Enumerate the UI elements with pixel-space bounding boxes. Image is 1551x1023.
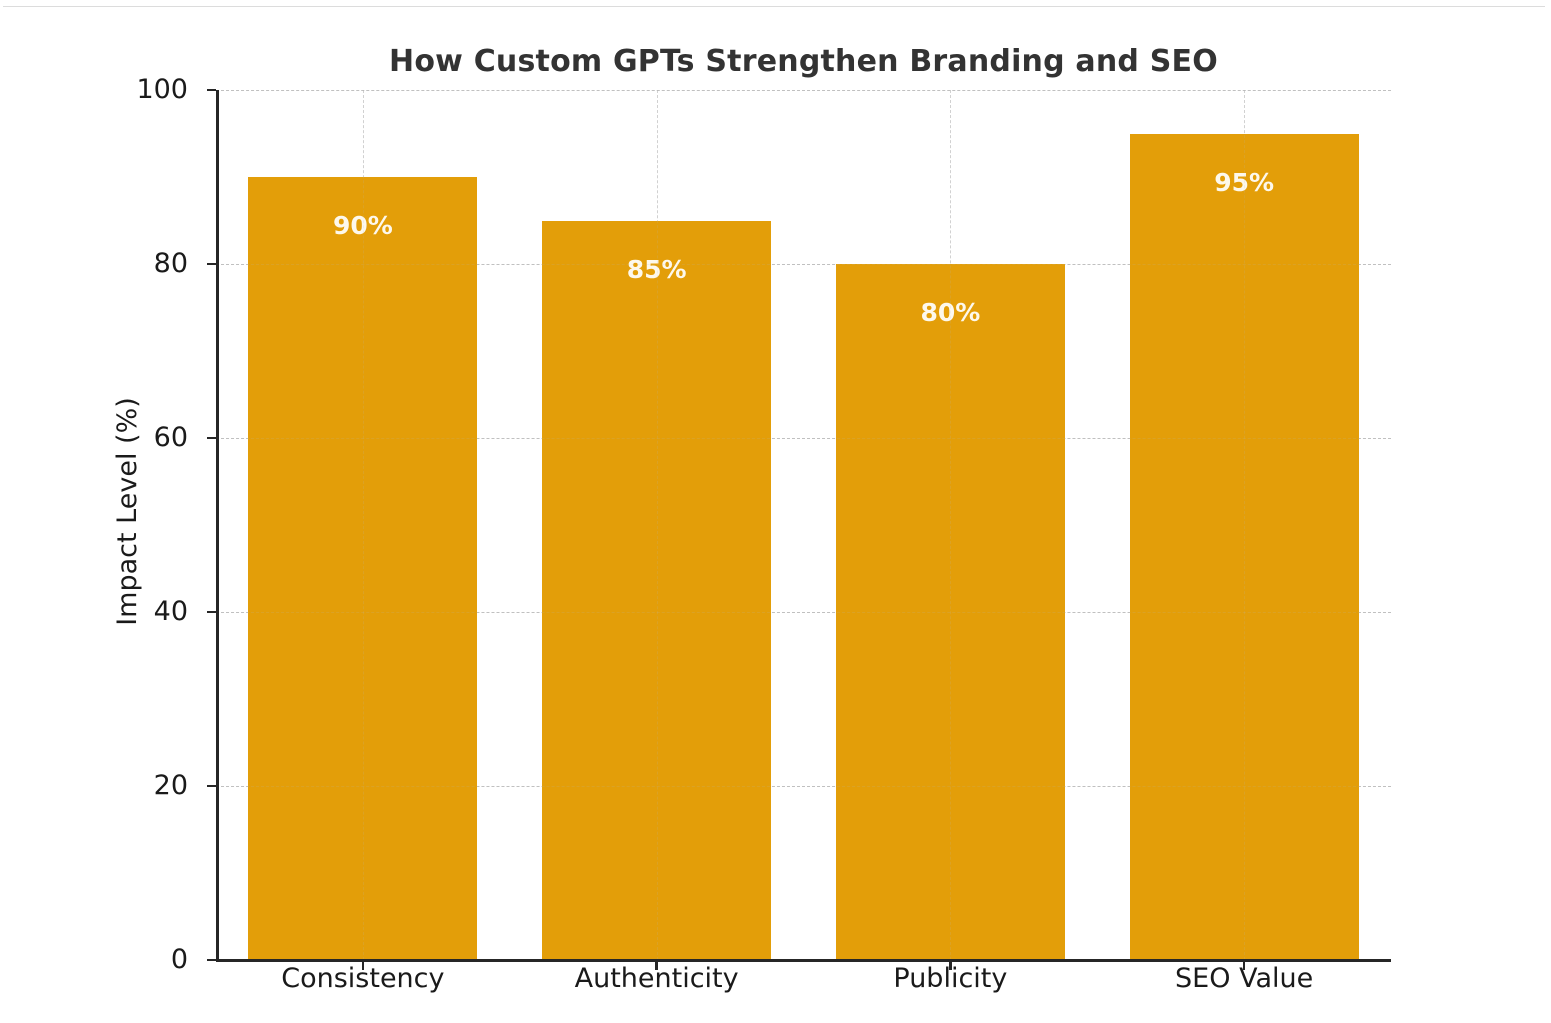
x-tick-mark: [655, 961, 658, 970]
bar-value-label: 95%: [1214, 167, 1275, 197]
gridline-horizontal: [216, 612, 1391, 613]
x-tick-label: Consistency: [281, 963, 445, 994]
y-tick-label: 20: [153, 770, 188, 801]
gridline-horizontal: [216, 90, 1391, 91]
gridline-vertical-overlay: [950, 90, 952, 960]
top-divider: [3, 6, 1545, 7]
y-tick-mark: [207, 958, 216, 962]
gridline-horizontal-overlay: [216, 264, 1391, 265]
bar-value-label: 90%: [332, 211, 393, 240]
y-tick-label: 60: [153, 422, 188, 453]
bar: 85%: [542, 220, 772, 960]
y-tick-mark: [207, 436, 216, 440]
x-tick-mark: [949, 961, 952, 970]
bar: 90%: [248, 177, 478, 960]
y-tick-mark: [207, 784, 216, 788]
x-axis-spine: [216, 959, 1391, 962]
bar-value-label: 85%: [626, 254, 687, 284]
gridline-vertical-overlay: [1244, 90, 1246, 960]
y-axis-spine: [216, 90, 219, 962]
y-tick-mark: [207, 88, 216, 92]
bar-value-label: 80%: [920, 298, 981, 327]
page-title: How Custom GPTs Strengthen Branding and …: [389, 44, 1218, 79]
y-tick-label: 80: [153, 248, 188, 279]
x-tick-mark: [1242, 961, 1246, 970]
x-tick-label: Authenticity: [574, 963, 739, 994]
gridline-horizontal: [216, 786, 1391, 787]
gridline-vertical-overlay: [362, 90, 364, 960]
y-tick-label: 100: [136, 74, 188, 105]
bar: 80%: [835, 264, 1065, 960]
y-axis-title-wrap: Impact Level (%): [108, 0, 148, 1023]
x-tick-label: SEO Value: [1175, 963, 1314, 994]
gridline-horizontal: [216, 438, 1391, 439]
gridline-vertical-overlay: [656, 90, 658, 960]
y-tick-mark: [207, 610, 216, 614]
y-tick-mark: [207, 262, 216, 266]
gridline-horizontal-overlay: [216, 786, 1391, 787]
y-axis-title: Impact Level (%): [112, 397, 143, 626]
gridline-horizontal-overlay: [216, 90, 1391, 91]
gridline-horizontal-overlay: [216, 612, 1391, 613]
y-tick-label: 40: [153, 596, 188, 627]
x-tick-label: Publicity: [893, 963, 1008, 994]
gridline-horizontal-overlay: [216, 438, 1391, 439]
x-tick-mark: [361, 961, 365, 970]
gridline-horizontal: [216, 264, 1391, 265]
bar: 95%: [1129, 133, 1359, 960]
y-tick-label: 0: [170, 944, 188, 975]
plot-area: 90% 85% 80% 95%: [216, 90, 1391, 961]
